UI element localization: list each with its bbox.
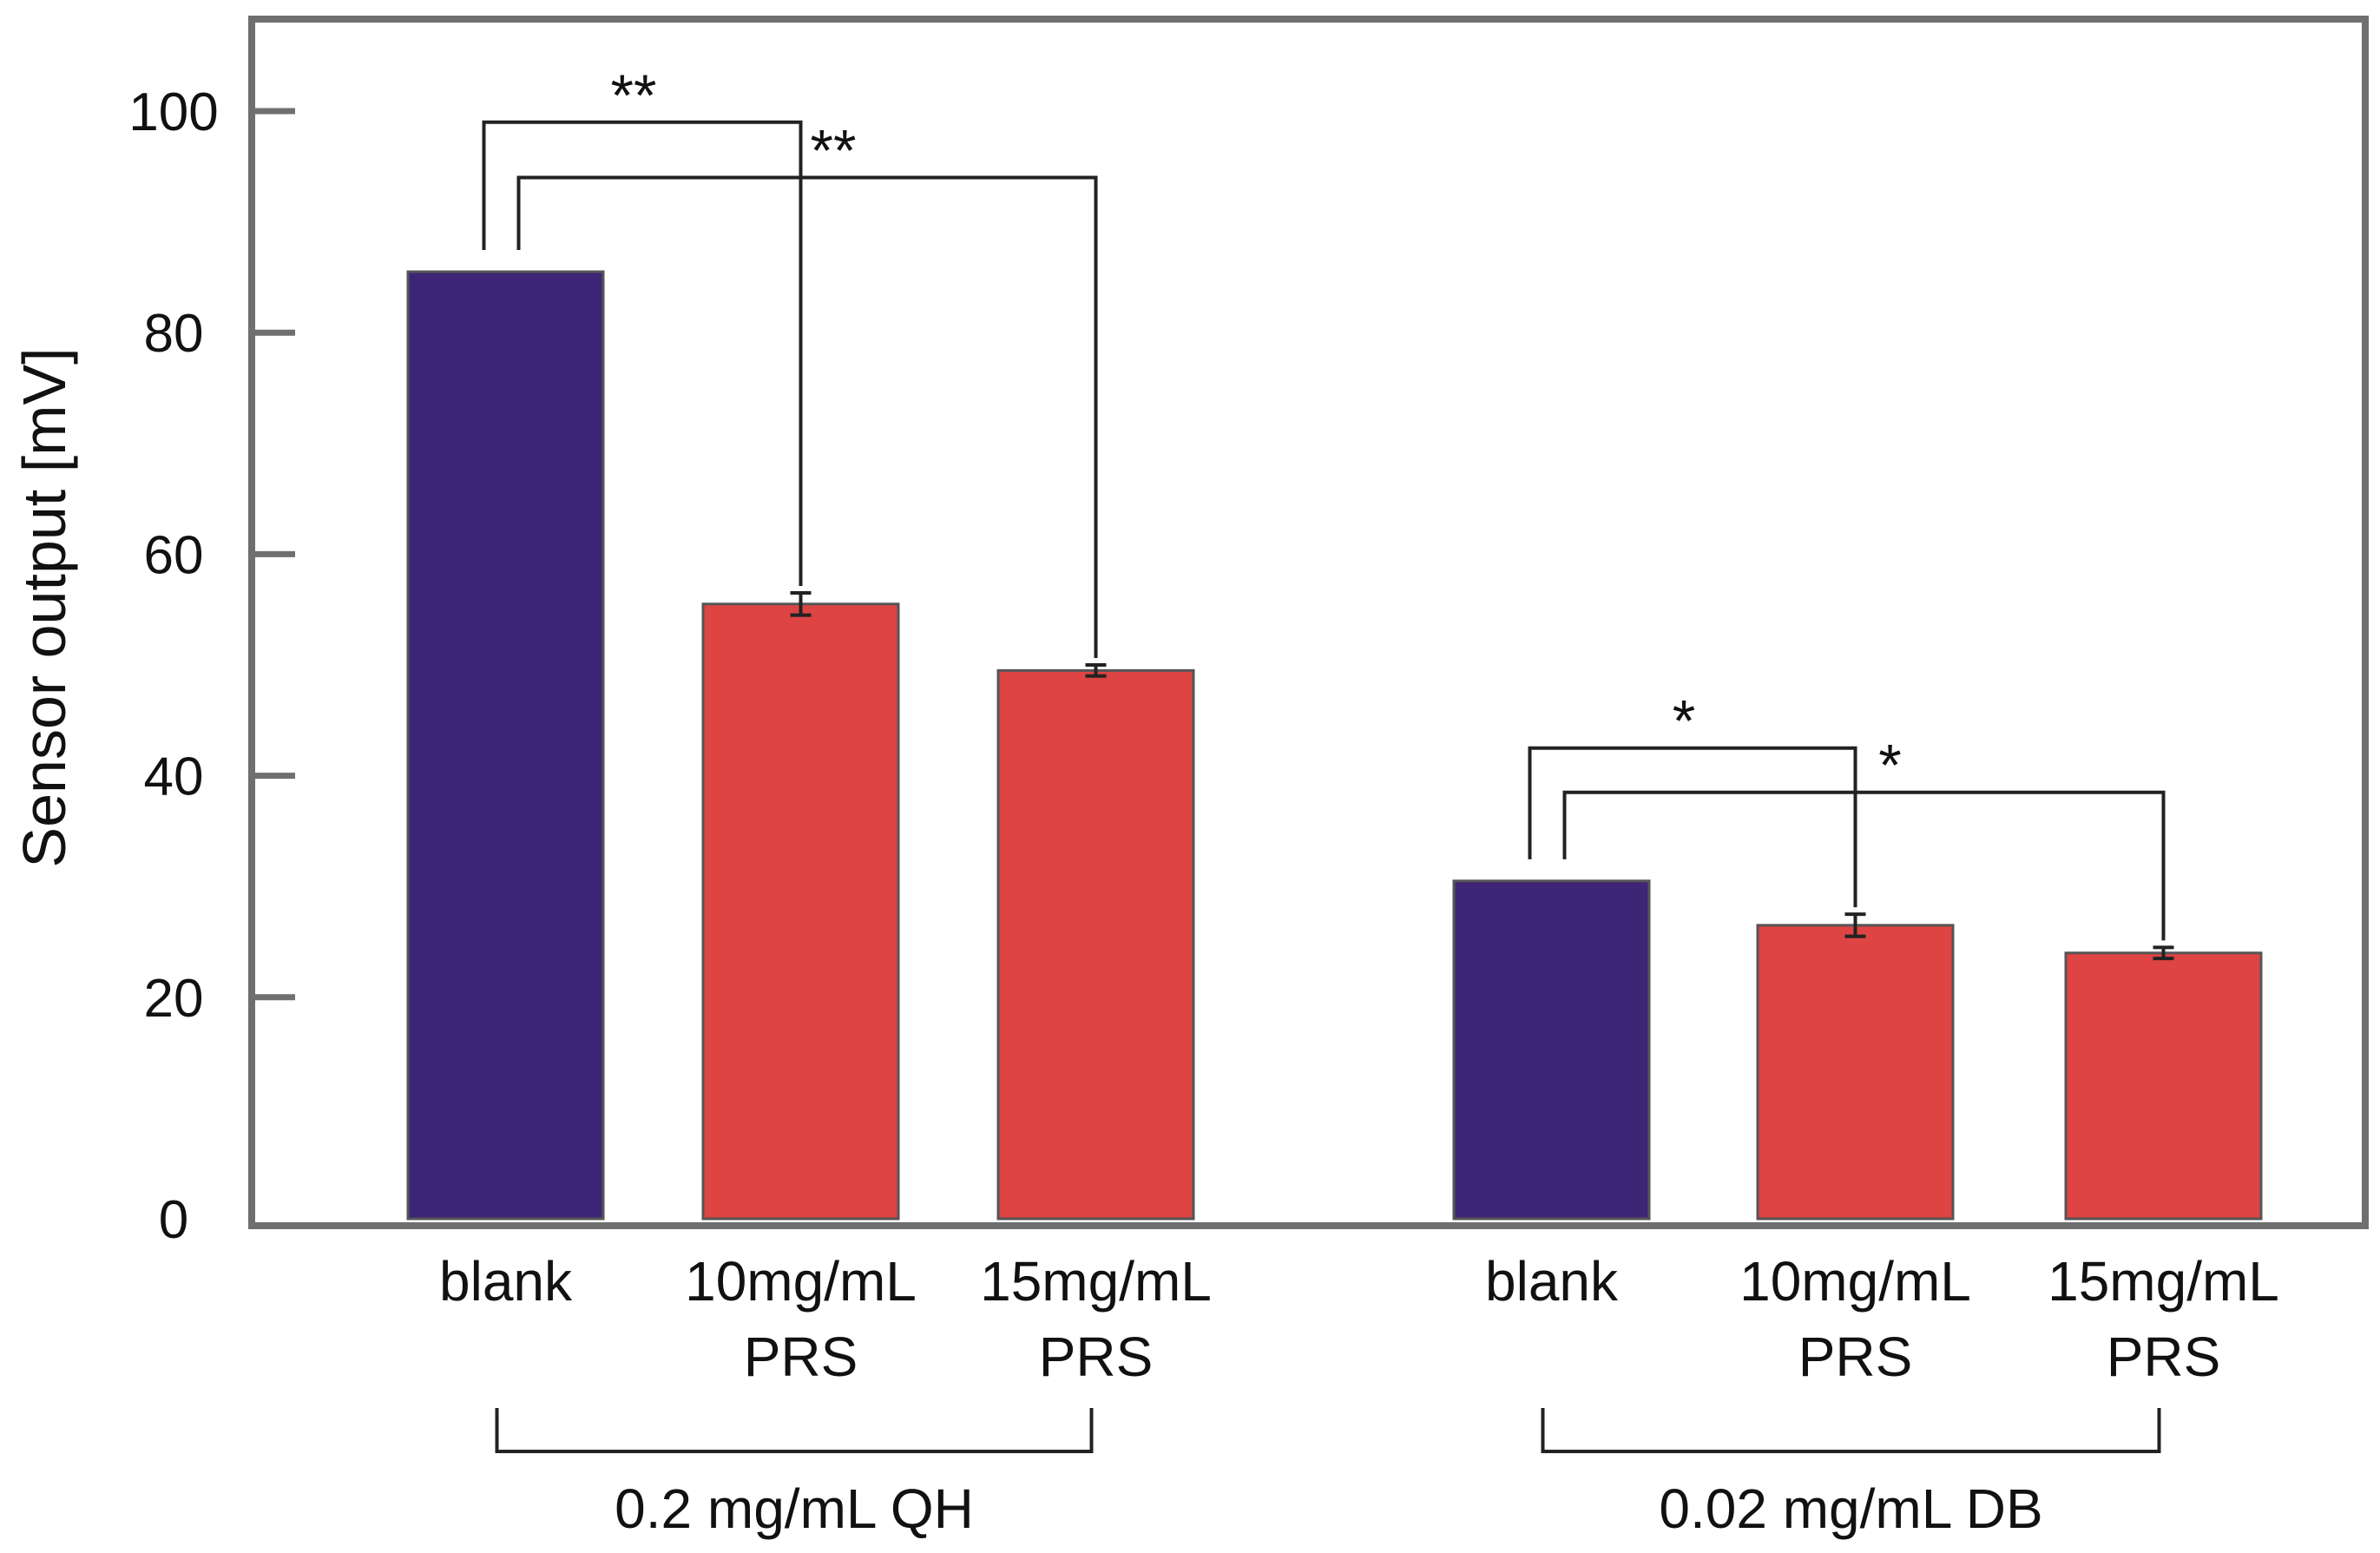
bar bbox=[1756, 924, 1955, 1221]
significance-marker: * bbox=[1878, 733, 1901, 799]
bar bbox=[2064, 951, 2263, 1221]
bar bbox=[996, 668, 1195, 1221]
group-bracket bbox=[495, 1408, 1094, 1453]
y-tick-label: 0 bbox=[159, 1190, 188, 1250]
significance-marker: ** bbox=[811, 118, 857, 184]
category-label-line2: PRS bbox=[1798, 1326, 1913, 1388]
category-label: 10mg/mL bbox=[685, 1250, 917, 1313]
bar bbox=[701, 602, 900, 1221]
category-label: 10mg/mL bbox=[1739, 1250, 1971, 1313]
bar bbox=[1452, 879, 1651, 1221]
group-label: 0.2 mg/mL QH bbox=[615, 1477, 974, 1540]
significance-marker: * bbox=[1673, 688, 1695, 754]
significance-brackets: ****** bbox=[482, 63, 2166, 941]
category-label-line2: PRS bbox=[1039, 1326, 1154, 1388]
y-tick-label: 80 bbox=[144, 304, 204, 364]
y-tick-label: 40 bbox=[144, 747, 204, 807]
category-label: blank bbox=[1485, 1250, 1619, 1313]
y-tick-label: 100 bbox=[128, 82, 218, 142]
bars bbox=[406, 270, 2263, 1221]
bar bbox=[406, 270, 605, 1221]
error-bars bbox=[790, 591, 2174, 961]
significance-bracket bbox=[482, 120, 803, 587]
category-label-line2: PRS bbox=[2107, 1326, 2221, 1388]
significance-marker: ** bbox=[611, 63, 657, 128]
group-label: 0.02 mg/mL DB bbox=[1659, 1477, 2042, 1540]
category-label: 15mg/mL bbox=[2048, 1250, 2279, 1313]
significance-bracket bbox=[516, 175, 1098, 658]
group-brackets: 0.2 mg/mL QH 0.02 mg/mL DB bbox=[495, 1408, 2161, 1540]
plot-frame bbox=[248, 16, 2369, 1229]
group-bracket bbox=[1541, 1408, 2161, 1453]
category-label: blank bbox=[439, 1250, 573, 1313]
significance-bracket bbox=[1528, 746, 1857, 908]
y-axis: 0 20 40 60 80 100 bbox=[128, 82, 295, 1250]
y-tick-label: 20 bbox=[144, 969, 204, 1029]
y-axis-title: Sensor output [mV] bbox=[10, 347, 78, 867]
x-axis-category-labels: blank 10mg/mL PRS 15mg/mL PRS blank 10mg/mL PRS… bbox=[439, 1250, 2279, 1388]
category-label-line2: PRS bbox=[744, 1326, 858, 1388]
category-label: 15mg/mL bbox=[980, 1250, 1212, 1313]
significance-bracket bbox=[1562, 790, 2166, 941]
y-tick-label: 60 bbox=[144, 525, 204, 585]
